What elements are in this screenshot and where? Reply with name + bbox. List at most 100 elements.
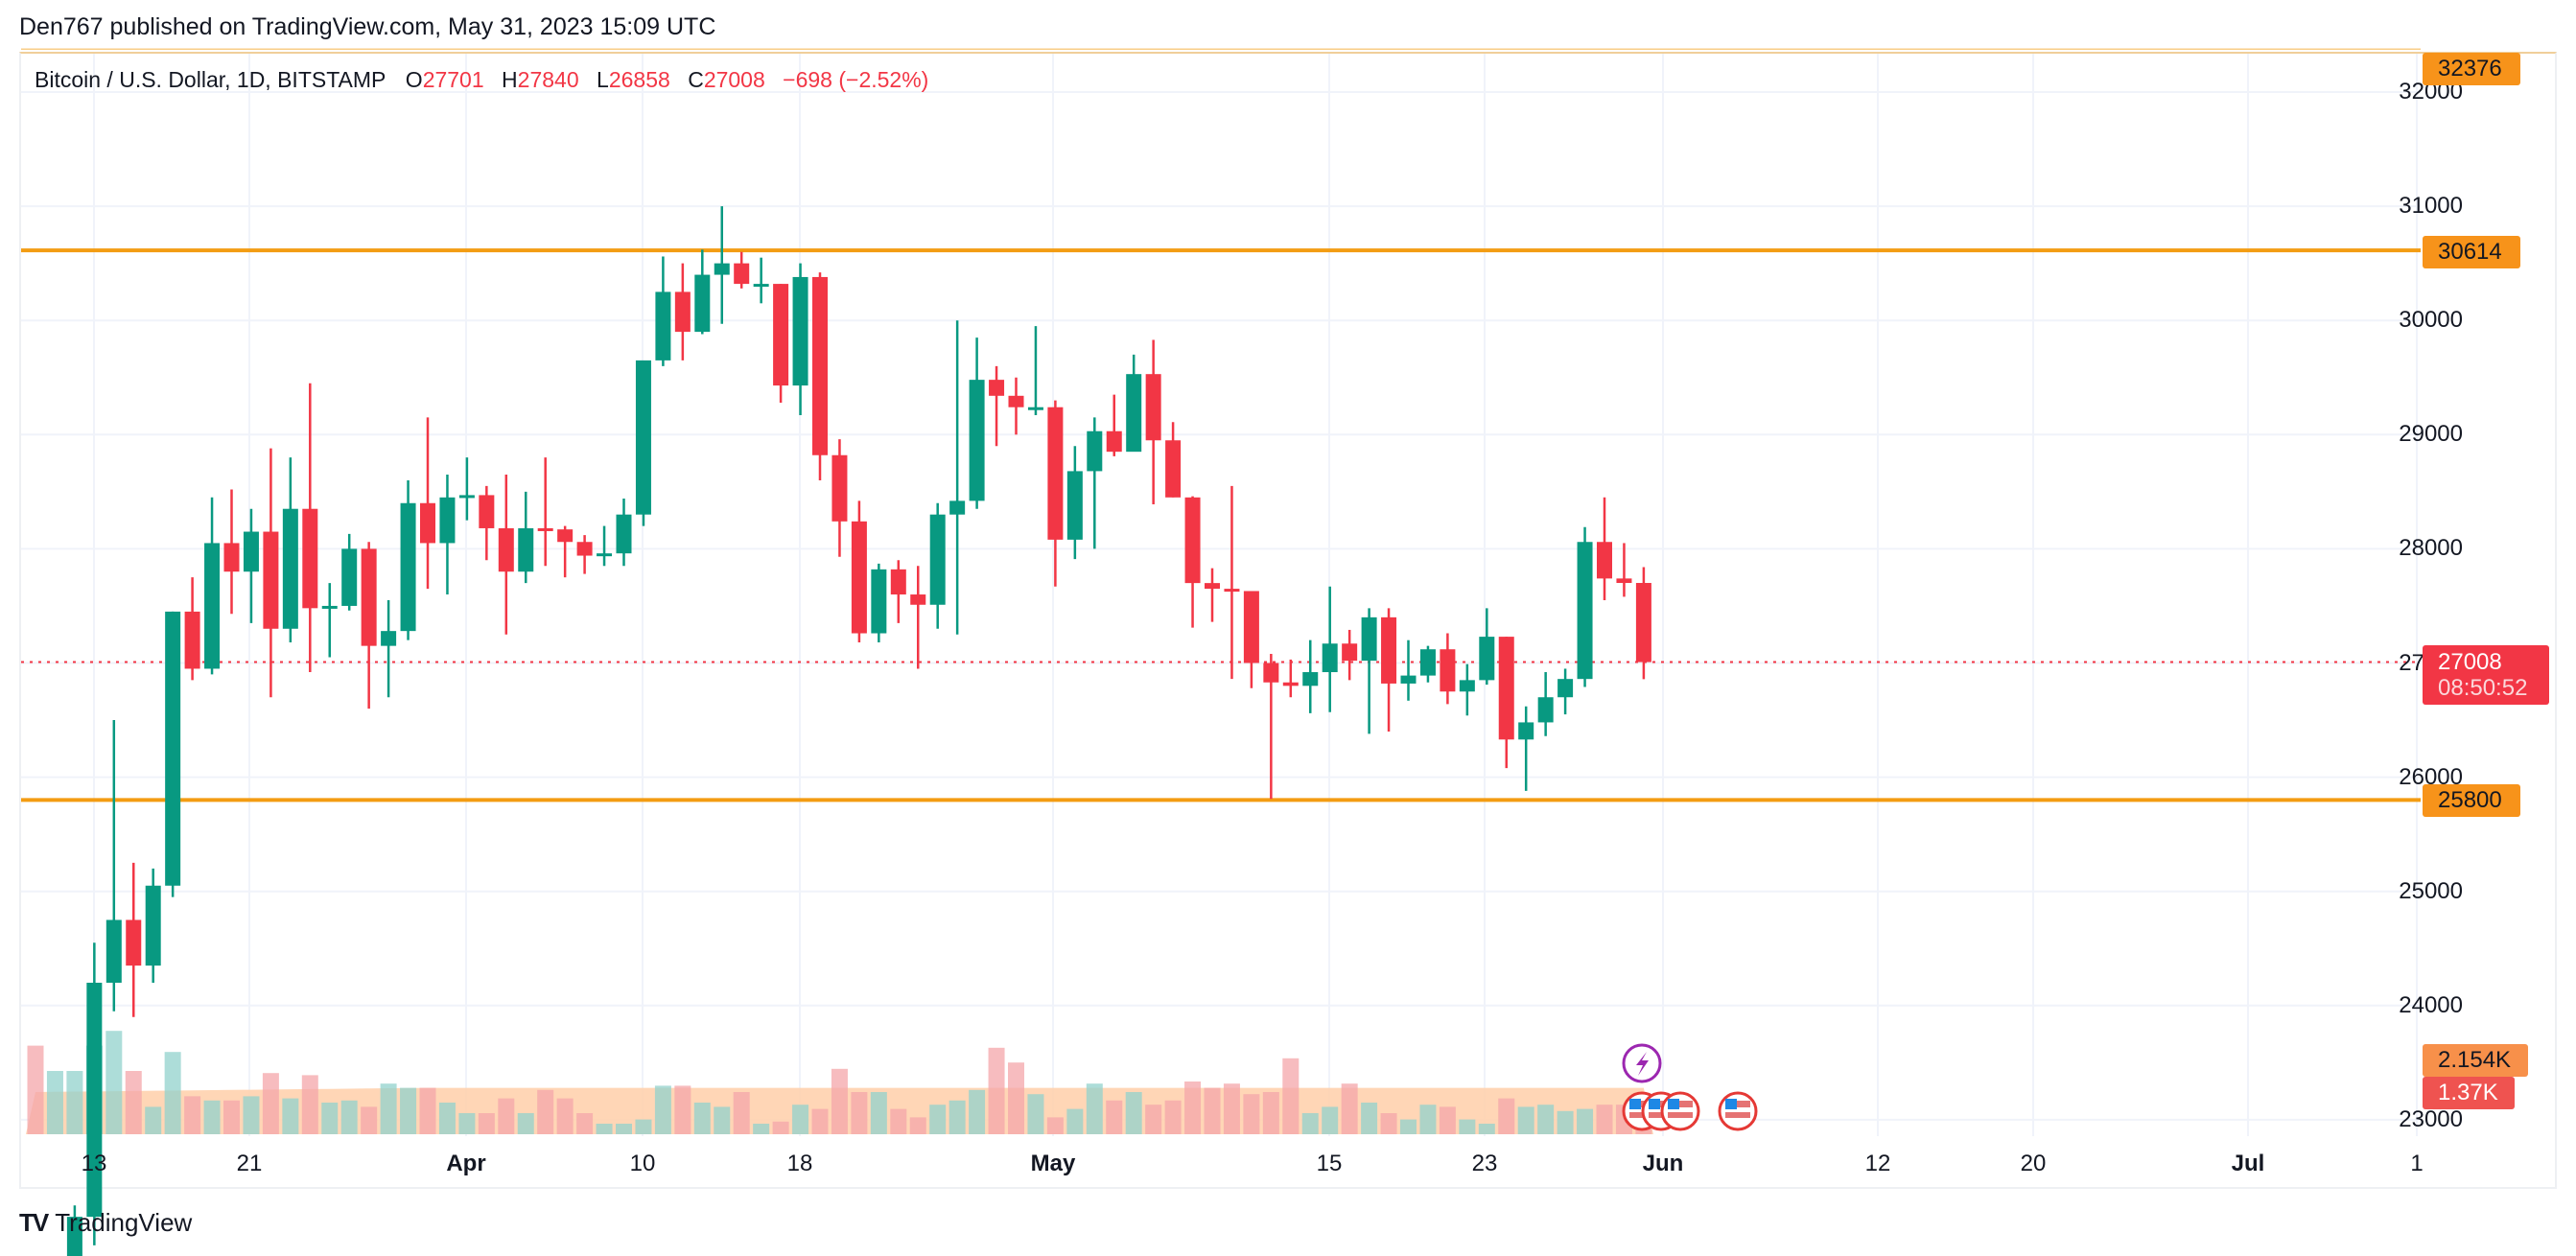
candle-body[interactable] (420, 502, 435, 544)
candle-body[interactable] (1577, 542, 1593, 680)
candle-body[interactable] (576, 542, 593, 556)
candle-body[interactable] (282, 508, 298, 629)
candle-body[interactable] (458, 495, 475, 499)
candle-body[interactable] (204, 543, 221, 669)
candle-body[interactable] (1302, 672, 1319, 686)
candle-body[interactable] (1106, 430, 1122, 453)
candle-body[interactable] (1419, 649, 1436, 676)
candle-body[interactable] (105, 919, 122, 983)
candle-body[interactable] (1597, 542, 1612, 579)
candle-body[interactable] (126, 919, 142, 966)
candle-body[interactable] (341, 548, 358, 606)
candle-body[interactable] (655, 291, 671, 361)
candle-body[interactable] (498, 527, 514, 572)
volume-bar (1439, 1106, 1456, 1134)
candle-body[interactable] (1047, 407, 1064, 540)
candle-body[interactable] (1263, 663, 1279, 683)
candle-body[interactable] (1616, 578, 1632, 584)
volume-bar (1223, 1083, 1240, 1134)
volume-bar (203, 1100, 221, 1134)
candle-body[interactable] (1184, 497, 1201, 584)
candle-body[interactable] (674, 291, 691, 333)
candle-body[interactable] (1282, 682, 1299, 686)
candle-body[interactable] (321, 605, 338, 609)
candle-body[interactable] (145, 885, 161, 966)
candle-body[interactable] (1361, 616, 1377, 662)
candle-body[interactable] (1342, 643, 1358, 662)
candle-body[interactable] (1459, 680, 1475, 692)
candle-body[interactable] (694, 274, 711, 333)
bar-countdown: 08:50:52 (2438, 675, 2528, 701)
candle-body[interactable] (969, 380, 985, 501)
tradingview-brand[interactable]: TV TradingView (19, 1208, 192, 1238)
time-tick-label: 1 (2410, 1151, 2424, 1176)
us-economic-event-icon[interactable] (1718, 1091, 1758, 1131)
candle-body[interactable] (812, 276, 828, 455)
candle-body[interactable] (949, 500, 966, 515)
candle-body[interactable] (831, 454, 848, 522)
candle-body[interactable] (1518, 722, 1534, 740)
candle-body[interactable] (518, 527, 534, 572)
volume-bar (1106, 1100, 1123, 1134)
candle-body[interactable] (1027, 407, 1043, 410)
volume-bar (733, 1092, 750, 1134)
candle-body[interactable] (381, 631, 397, 646)
candle-body[interactable] (929, 514, 946, 605)
candle-body[interactable] (557, 529, 574, 543)
candle-body[interactable] (1165, 440, 1182, 498)
candle-body[interactable] (1537, 697, 1554, 723)
candle-body[interactable] (243, 531, 259, 572)
candle-body[interactable] (890, 569, 906, 595)
candle-body[interactable] (734, 263, 750, 285)
candle-body[interactable] (1381, 616, 1397, 684)
volume-bar (674, 1085, 691, 1134)
candle-body[interactable] (537, 527, 553, 531)
candle-body[interactable] (1635, 583, 1651, 663)
candle-body[interactable] (184, 611, 200, 669)
candle-body[interactable] (635, 360, 651, 515)
candle-body[interactable] (223, 543, 240, 572)
candle-body[interactable] (714, 263, 730, 275)
candle-body[interactable] (165, 611, 181, 886)
candle-body[interactable] (1126, 374, 1142, 453)
candle-body[interactable] (439, 497, 456, 544)
volume-bar (1184, 1082, 1202, 1134)
candle-body[interactable] (1008, 395, 1024, 407)
candle-body[interactable] (66, 1217, 82, 1256)
candle-body[interactable] (989, 380, 1005, 396)
candle-body[interactable] (1440, 649, 1456, 692)
volume-bar (1164, 1100, 1182, 1134)
candle-body[interactable] (400, 502, 416, 632)
candle-body[interactable] (86, 982, 103, 1218)
candle-body[interactable] (851, 521, 867, 634)
candle-body[interactable] (871, 569, 887, 634)
candle-body[interactable] (1087, 430, 1103, 472)
volume-bar (1478, 1124, 1495, 1134)
candle-body[interactable] (1145, 374, 1161, 441)
candle-body[interactable] (479, 495, 495, 528)
candle-body[interactable] (1479, 637, 1495, 681)
price-tick-label: 31000 (2399, 193, 2463, 220)
candle-body[interactable] (263, 531, 279, 629)
candle-body[interactable] (1400, 675, 1417, 684)
us-economic-event-icon[interactable] (1660, 1091, 1700, 1131)
candle-body[interactable] (1205, 583, 1220, 590)
candle-body[interactable] (616, 514, 632, 554)
candle-body[interactable] (597, 553, 613, 557)
candle-body[interactable] (1498, 637, 1514, 740)
candle-body[interactable] (792, 276, 808, 386)
candle-body[interactable] (1243, 591, 1259, 663)
candle-body[interactable] (910, 594, 926, 605)
flag-stripe (1725, 1101, 1750, 1107)
volume-bar (1517, 1106, 1534, 1134)
candle-body[interactable] (302, 508, 318, 609)
candle-body[interactable] (361, 548, 377, 646)
candle-body[interactable] (1224, 589, 1240, 593)
volume-tag: 1.37K (2423, 1077, 2515, 1109)
candle-body[interactable] (1066, 471, 1083, 540)
candle-body[interactable] (1322, 643, 1338, 673)
candle-body[interactable] (773, 284, 789, 386)
candle-body[interactable] (1557, 679, 1574, 698)
candle-body[interactable] (753, 284, 769, 288)
